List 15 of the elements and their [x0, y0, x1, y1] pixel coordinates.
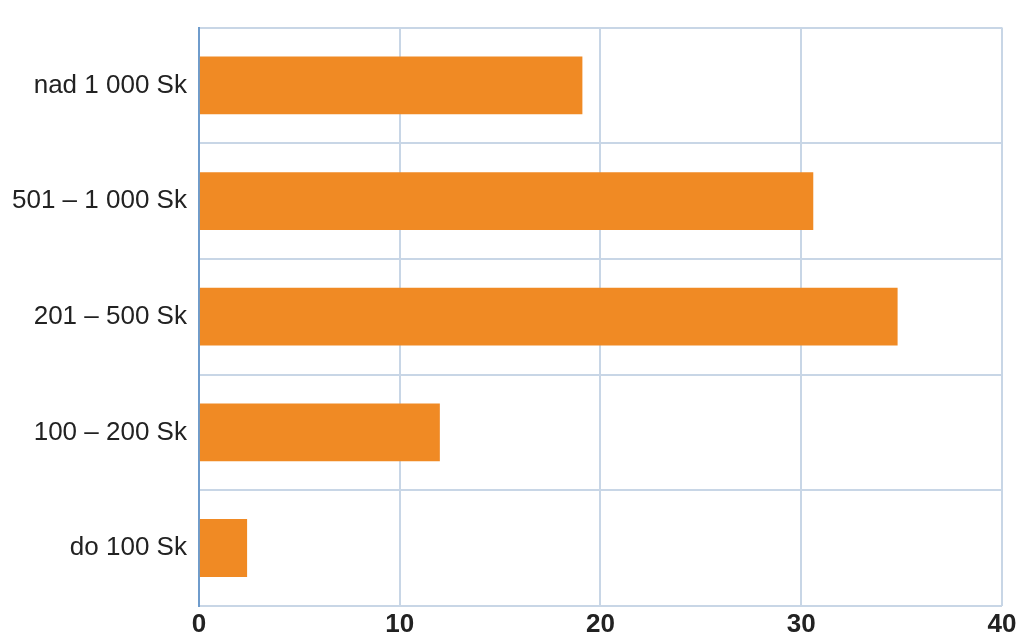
bar	[199, 287, 898, 346]
y-tick-label: 100 – 200 Sk	[33, 415, 188, 446]
bar	[199, 403, 440, 462]
bar	[199, 519, 248, 577]
y-tick-label: 501 – 1 000 Sk	[11, 184, 188, 215]
bar	[199, 56, 583, 115]
x-tick-label: 20	[586, 607, 615, 638]
x-tick-label: 30	[786, 607, 816, 638]
x-tick-label: 40	[987, 607, 1017, 638]
x-tick-label: 10	[385, 607, 415, 638]
x-tick-label: 0	[191, 607, 207, 638]
bar	[199, 172, 814, 230]
y-tick-label: nad 1 000 Sk	[33, 68, 188, 99]
y-tick-label: 201 – 500 Sk	[33, 299, 188, 330]
y-tick-label: do 100 Sk	[69, 531, 188, 562]
